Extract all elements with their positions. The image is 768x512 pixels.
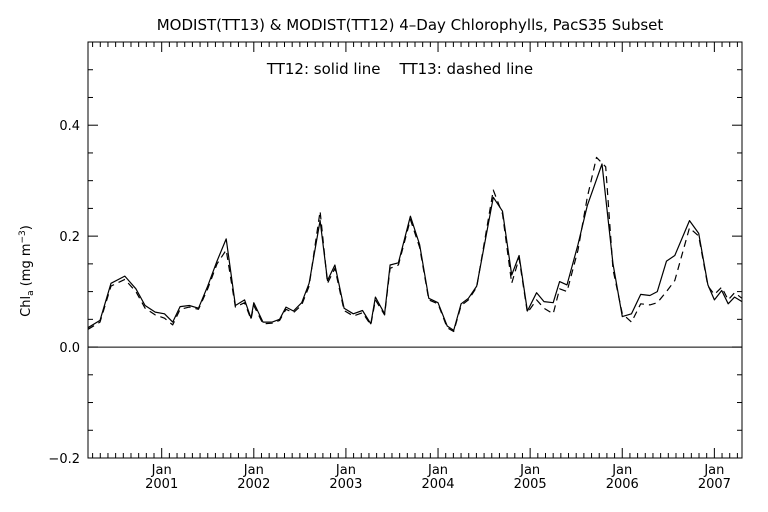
series-tt12-solid-line: [87, 163, 743, 331]
y-tick-label: 0.4: [59, 119, 80, 134]
x-tick-month-label: Jan: [519, 463, 540, 478]
plot-frame: [87, 41, 743, 459]
x-tick-year-label: 2007: [698, 477, 731, 492]
x-tick-year-label: 2003: [329, 477, 362, 492]
x-tick-year-label: 2002: [237, 477, 270, 492]
x-tick-year-label: 2001: [145, 477, 178, 492]
plot-area: 0.40.20.0−0.2Jan2001Jan2002Jan2003Jan200…: [48, 41, 743, 492]
x-tick-month-label: Jan: [243, 463, 264, 478]
y-label-subscript: a: [26, 290, 36, 296]
x-tick-month-label: Jan: [335, 463, 356, 478]
y-label-base: Chl: [19, 296, 34, 317]
y-tick-label: −0.2: [48, 452, 80, 467]
series-tt13-dashed-line: [87, 156, 743, 333]
series-style-note: TT12: solid line TT13: dashed line: [266, 60, 533, 78]
x-tick-year-label: 2004: [421, 477, 454, 492]
chart-title: MODIST(TT13) & MODIST(TT12) 4–Day Chloro…: [157, 16, 664, 34]
x-tick-month-label: Jan: [427, 463, 448, 478]
y-label-unit-open: (mg m: [19, 243, 34, 290]
y-label-unit-sup: −3: [18, 230, 28, 243]
svg-text:Chla (mg m−3): Chla (mg m−3): [18, 225, 36, 317]
x-tick-month-label: Jan: [703, 463, 724, 478]
x-tick-year-label: 2006: [606, 477, 639, 492]
y-axis-label: Chla (mg m−3): [18, 225, 36, 317]
x-tick-month-label: Jan: [151, 463, 172, 478]
y-tick-label: 0.2: [59, 230, 80, 245]
x-tick-month-label: Jan: [611, 463, 632, 478]
x-tick-year-label: 2005: [514, 477, 547, 492]
y-tick-label: 0.0: [59, 341, 80, 356]
y-label-unit-close: ): [19, 225, 34, 230]
